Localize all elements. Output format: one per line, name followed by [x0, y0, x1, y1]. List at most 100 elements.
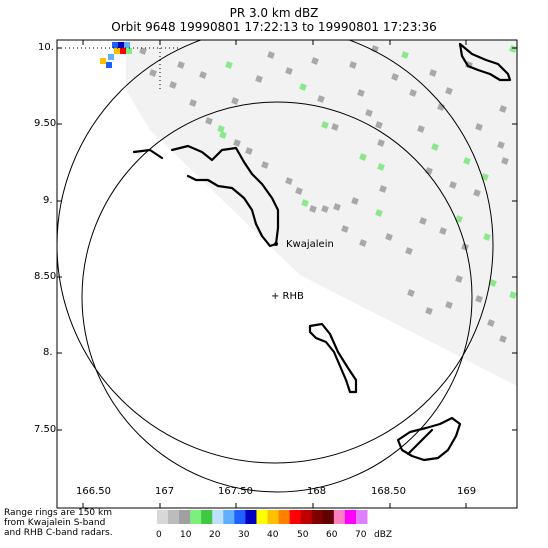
rain-echo-pixel [417, 125, 425, 133]
colorbar-swatch [223, 510, 235, 524]
x-tick-label: 167.50 [218, 486, 253, 497]
west-islet [57, 213, 58, 215]
rain-echo-pixel [139, 47, 147, 55]
rain-echo-pixel [120, 48, 126, 54]
rain-echo-pixel [483, 233, 491, 241]
rain-echo-pixel [267, 51, 275, 59]
rain-echo-pixel [341, 225, 349, 233]
rain-echo-pixel [473, 189, 481, 197]
rain-echo-pixel [311, 57, 319, 65]
colorbar-tick: 0 [156, 530, 162, 540]
rain-echo-pixel [309, 205, 317, 213]
rain-echo-pixel [199, 71, 207, 79]
rain-echo-pixel [487, 319, 495, 327]
rain-echo-pixel [149, 69, 157, 77]
colorbar-tick: 60 [326, 530, 338, 540]
rain-echo-pixel [475, 123, 483, 131]
note-line: from Kwajalein S-band [4, 518, 106, 528]
rain-echo-pixel [445, 87, 453, 95]
colorbar-swatch [256, 510, 269, 524]
rain-echo-pixel [419, 217, 427, 225]
rain-echo-pixel [463, 157, 471, 165]
colorbar-swatch [168, 510, 180, 524]
colorbar-unit: dBZ [374, 530, 393, 540]
rain-echo-pixel [375, 121, 383, 129]
colorbar-tick: 10 [180, 530, 192, 540]
kwajalein-station-marker [274, 242, 278, 246]
rain-echo-pixel [108, 54, 114, 60]
colorbar-swatch [344, 510, 357, 524]
rain-echo-pixel [405, 247, 413, 255]
x-tick-label: 168 [307, 486, 327, 497]
colorbar-swatch [311, 510, 324, 524]
x-tick-label: 166.50 [76, 486, 111, 497]
rain-echo-pixel [431, 143, 439, 151]
rain-echo-pixel [205, 117, 213, 125]
rain-echo-pixel [245, 147, 253, 155]
rain-echo-pixel [475, 295, 483, 303]
rain-echo-pixel [379, 185, 387, 193]
rain-echo-pixel [100, 58, 106, 64]
kwajalein-atoll [132, 144, 280, 248]
rain-echo-pixel [331, 123, 339, 131]
rain-echo-pixel [217, 125, 225, 133]
southern-atoll [308, 322, 358, 394]
rain-echo-pixel [219, 131, 227, 139]
colorbar-swatch [212, 510, 224, 524]
x-tick-label: 168.50 [371, 486, 406, 497]
rain-echo-pixel [255, 75, 263, 83]
southeast-atoll [396, 416, 462, 462]
rain-echo-pixel [375, 209, 383, 217]
y-tick-label: 8. [43, 347, 53, 358]
rain-echo-pixel [225, 61, 233, 69]
colorbar-swatch [179, 510, 191, 524]
colorbar-tick: 70 [355, 530, 367, 540]
rain-echo-pixel [359, 153, 367, 161]
rain-echo-pixel [499, 105, 507, 113]
rain-echo-pixel [455, 275, 463, 283]
axis-ticks [57, 40, 517, 508]
rhb-label: + RHB [271, 291, 304, 302]
y-tick-label: 10. [38, 42, 54, 53]
rain-echo-pixel [501, 157, 509, 165]
rain-echo-pixel [407, 289, 415, 297]
rain-echo-pixel [439, 227, 447, 235]
rain-echo-pixel [285, 177, 293, 185]
colorbar-tick: 30 [238, 530, 250, 540]
rain-echo-pixel [449, 181, 457, 189]
rain-echo-pixel [321, 121, 329, 129]
rain-echo-pixel [349, 61, 357, 69]
rain-echo-pixel [351, 197, 359, 205]
rain-echo-pixel [499, 335, 507, 343]
map-frame [56, 39, 518, 509]
rain-echo-pixel [365, 109, 373, 117]
rain-echoes [100, 42, 517, 343]
rain-echo-pixel [429, 69, 437, 77]
rain-echo-pixel [509, 45, 517, 53]
rain-echo-pixel [401, 51, 409, 59]
colorbar-tick: 50 [297, 530, 309, 540]
y-tick-label: 9. [43, 195, 53, 206]
map-title: PR 3.0 km dBZ [229, 6, 319, 20]
note-line: Range rings are 150 km [4, 508, 112, 518]
rain-echo-pixel [391, 73, 399, 81]
rain-echo-pixel [377, 163, 385, 171]
rain-echo-pixel [233, 139, 241, 147]
satellite-swath [126, 40, 517, 386]
range-ring-note: Range rings are 150 km from Kwajalein S-… [4, 508, 113, 538]
rain-echo-pixel [377, 139, 385, 147]
rain-echo-pixel [425, 307, 433, 315]
rain-echo-pixel [359, 239, 367, 247]
colorbar-swatch [322, 510, 335, 524]
y-tick-label: 9.50 [34, 118, 57, 129]
colorbar-swatch [289, 510, 302, 524]
colorbar-swatch [355, 510, 368, 524]
rain-echo-pixel [445, 301, 453, 309]
rain-echo-pixel [231, 97, 239, 105]
rain-echo-pixel [509, 291, 517, 299]
rain-echo-pixel [118, 42, 124, 48]
rain-echo-pixel [357, 89, 365, 97]
rain-echo-pixel [112, 42, 118, 48]
note-line: and RHB C-band radars. [4, 528, 113, 538]
